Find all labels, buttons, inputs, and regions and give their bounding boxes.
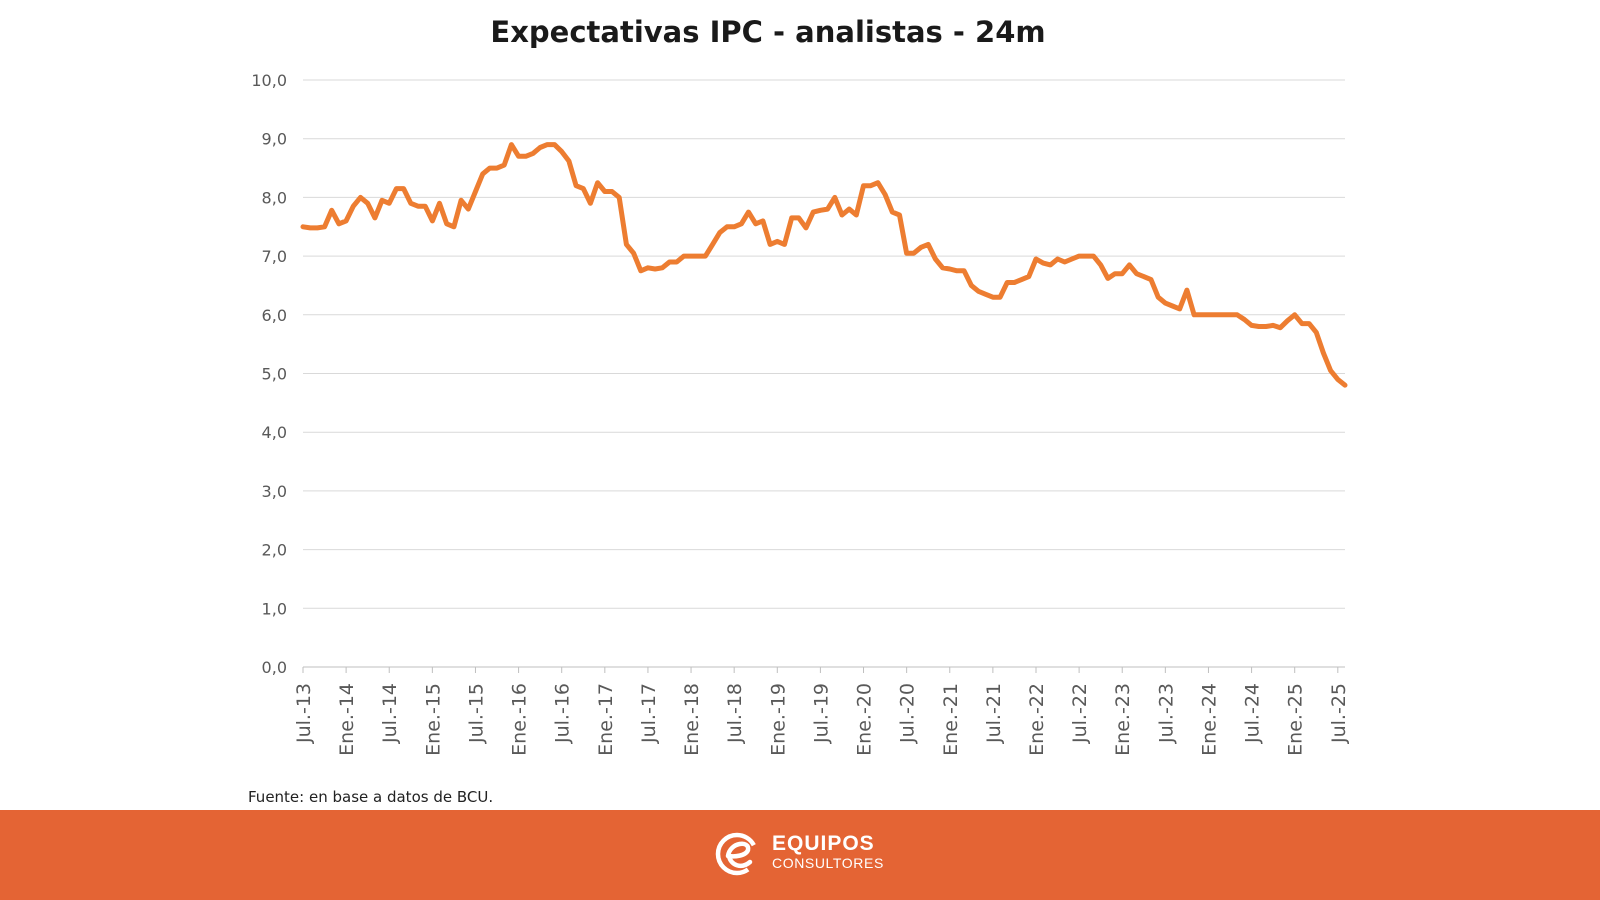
x-tick-label: Ene.-23: [1112, 683, 1134, 756]
x-tick-label: Jul.-19: [810, 683, 832, 744]
gridlines: [303, 79, 1345, 668]
x-tick-label: Jul.-18: [724, 683, 746, 744]
y-tick-label: 5,0: [262, 365, 287, 384]
line-chart: Expectativas IPC - analistas - 24m 0,0 1,…: [251, 15, 1350, 756]
y-tick-label: 9,0: [262, 130, 287, 149]
source-note: Fuente: en base a datos de BCU.: [248, 788, 494, 806]
x-tick-label: Ene.-18: [681, 683, 703, 756]
x-tick-label: Ene.-14: [336, 683, 358, 756]
x-tick-label: Jul.-24: [1242, 683, 1264, 744]
x-tick-label: Jul.-14: [379, 683, 401, 744]
series-layer: [300, 142, 1348, 388]
series-line: [300, 142, 1348, 388]
brand-name: EQUIPOS: [772, 832, 875, 855]
x-axis: Jul.-13 Ene.-14 Jul.-14 Ene.-15 Jul.-15 Ene.-…: [293, 666, 1350, 756]
y-tick-label: 7,0: [262, 247, 287, 266]
y-tick-label: 10,0: [251, 71, 287, 90]
x-tick-label: Ene.-20: [854, 683, 876, 756]
x-tick-label: Ene.-25: [1285, 683, 1307, 756]
y-tick-label: 0,0: [262, 658, 287, 677]
x-tick-label: Jul.-13: [293, 683, 315, 744]
x-tick-label: Ene.-21: [940, 683, 962, 756]
y-tick-label: 1,0: [262, 599, 287, 618]
footer-band: [0, 810, 1600, 900]
logo-e-icon: [715, 832, 759, 876]
y-tick-label: 2,0: [262, 541, 287, 560]
x-tick-label: Jul.-21: [983, 683, 1005, 744]
x-tick-label: Jul.-23: [1155, 683, 1177, 744]
y-tick-label: 3,0: [262, 482, 287, 501]
x-tick-label: Jul.-15: [465, 683, 487, 744]
x-tick-label: Jul.-25: [1328, 683, 1350, 744]
brand-subtitle: CONSULTORES: [772, 855, 884, 871]
x-tick-label: Jul.-17: [638, 683, 660, 744]
x-tick-label: Ene.-19: [767, 683, 789, 756]
x-tick-label: Ene.-22: [1026, 683, 1048, 756]
y-tick-label: 6,0: [262, 306, 287, 325]
y-tick-label: 8,0: [262, 188, 287, 207]
x-tick-label: Ene.-15: [422, 683, 444, 756]
x-tick-label: Jul.-20: [897, 683, 919, 744]
x-tick-label: Ene.-17: [595, 683, 617, 756]
x-tick-label: Jul.-22: [1069, 683, 1091, 744]
x-tick-label: Jul.-16: [552, 683, 574, 744]
y-tick-label: 4,0: [262, 423, 287, 442]
brand-logo: EQUIPOS CONSULTORES: [714, 824, 884, 880]
x-tick-label: Ene.-24: [1198, 683, 1220, 756]
x-tick-label: Ene.-16: [509, 683, 531, 756]
y-axis-ticks: 0,0 1,0 2,0 3,0 4,0 5,0 6,0 7,0 8,0 9,0 10,0: [251, 71, 287, 677]
chart-title: Expectativas IPC - analistas - 24m: [490, 15, 1045, 49]
